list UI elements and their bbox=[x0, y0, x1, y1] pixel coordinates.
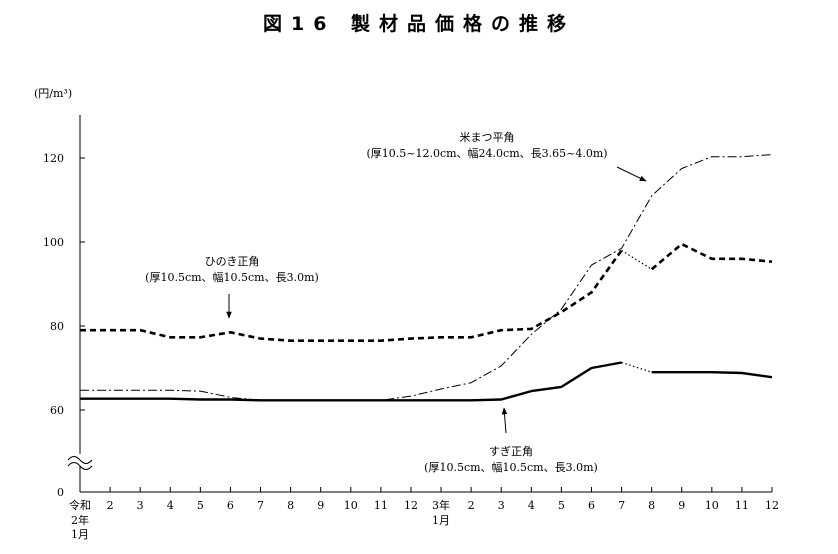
series-label-hinoki: ひのき正角 bbox=[205, 255, 260, 268]
x-tick-label: 9 bbox=[678, 499, 685, 512]
x-tick-label: 6 bbox=[227, 499, 234, 512]
series-segment bbox=[80, 249, 623, 343]
y-axis-unit-label: (円/m³) bbox=[34, 87, 72, 100]
x-tick-label: 9 bbox=[317, 499, 324, 512]
series-note-hinoki: (厚10.5cm、幅10.5cm、長3.0m) bbox=[145, 271, 319, 284]
x-tick-label: 5 bbox=[197, 499, 204, 512]
x-sub-label: 1月 bbox=[71, 528, 89, 541]
series-label-beimatsu: 米まつ平角 bbox=[460, 131, 515, 144]
series-segment bbox=[80, 361, 622, 402]
series-note-beimatsu: (厚10.5~12.0cm、幅24.0cm、長3.65~4.0m) bbox=[366, 147, 607, 160]
series-segment bbox=[651, 371, 773, 379]
y-tick-label: 0 bbox=[57, 486, 64, 499]
annotation-arrow-beimatsu bbox=[616, 166, 647, 182]
x-tick-label: 5 bbox=[558, 499, 565, 512]
x-tick-label: 10 bbox=[705, 499, 719, 512]
x-tick-label: 2 bbox=[468, 499, 475, 512]
x-tick-label: 3年 bbox=[432, 498, 450, 512]
series-dotted-segment bbox=[621, 249, 653, 270]
series-layer bbox=[80, 154, 773, 402]
x-tick-label: 2 bbox=[107, 499, 114, 512]
x-tick-label: 令和 bbox=[69, 498, 91, 512]
chart-title: 図16 製材品価格の推移 bbox=[263, 12, 575, 35]
series-note-sugi: (厚10.5cm、幅10.5cm、長3.0m) bbox=[424, 461, 598, 474]
x-tick-label: 11 bbox=[735, 499, 749, 512]
y-tick-label: 100 bbox=[43, 236, 64, 249]
series-dotted-segment bbox=[621, 361, 652, 373]
series-line bbox=[80, 361, 773, 402]
series-segment bbox=[650, 242, 773, 271]
x-tick-label: 11 bbox=[374, 499, 388, 512]
series-label-sugi: すぎ正角 bbox=[489, 444, 533, 458]
legend-hinoki: ひのき正角 (厚10.5cm、幅10.5cm、長3.0m) bbox=[145, 255, 319, 284]
x-sub-label: 2年 bbox=[71, 513, 89, 527]
x-tick-label: 8 bbox=[287, 499, 294, 512]
y-tick-label: 60 bbox=[50, 404, 64, 417]
legend-sugi: すぎ正角 (厚10.5cm、幅10.5cm、長3.0m) bbox=[424, 444, 598, 474]
axes: 0 60 80 100 120 令和 2 3 4 5 6 7 8 9 10 11 12 3年 2 3 4 5 6 7 8 9 10 1… bbox=[43, 115, 779, 541]
series-segment bbox=[80, 154, 773, 401]
series-line bbox=[80, 154, 773, 401]
x-tick-label: 3 bbox=[137, 499, 144, 512]
y-tick-label: 80 bbox=[50, 320, 64, 333]
x-tick-label: 12 bbox=[765, 499, 779, 512]
x-tick-label: 8 bbox=[648, 499, 655, 512]
x-tick-label: 4 bbox=[167, 499, 174, 512]
x-sub-label: 1月 bbox=[432, 514, 450, 527]
x-tick-label: 12 bbox=[404, 499, 418, 512]
x-tick-label: 10 bbox=[344, 499, 358, 512]
x-tick-label: 7 bbox=[618, 499, 625, 512]
series-line bbox=[80, 242, 773, 343]
annotation-arrow-sugi bbox=[501, 407, 508, 434]
axis-break-mark bbox=[67, 454, 93, 470]
legend-beimatsu: 米まつ平角 (厚10.5~12.0cm、幅24.0cm、長3.65~4.0m) bbox=[366, 131, 607, 160]
y-tick-label: 120 bbox=[43, 152, 64, 165]
x-tick-label: 6 bbox=[588, 499, 595, 512]
x-tick-label: 3 bbox=[498, 499, 505, 512]
x-tick-label: 7 bbox=[257, 499, 264, 512]
x-tick-label: 4 bbox=[528, 499, 535, 512]
